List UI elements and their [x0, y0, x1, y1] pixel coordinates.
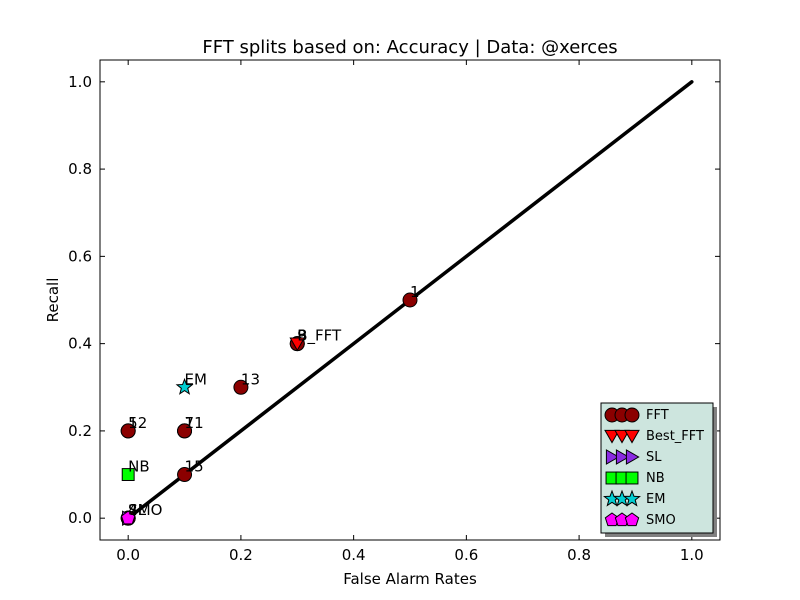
data-label: B_FFT	[297, 327, 342, 346]
x-tick-label: 0.8	[567, 546, 591, 564]
data-label: 1	[410, 283, 420, 301]
y-tick-label: 0.4	[68, 335, 92, 353]
data-point-nb	[121, 468, 135, 481]
legend-marker-best-fft	[624, 429, 640, 444]
y-tick-label: 0.0	[68, 509, 92, 527]
data-point-em	[175, 377, 194, 395]
x-axis-label: False Alarm Rates	[343, 570, 477, 588]
y-tick-label: 0.2	[68, 422, 92, 440]
legend-marker-sl	[605, 449, 620, 465]
legend-marker-sl	[625, 449, 640, 465]
legend-label: EM	[646, 492, 665, 507]
legend-label: SL	[646, 450, 662, 465]
chart-title: FFT splits based on: Accuracy | Data: @x…	[202, 37, 617, 58]
x-tick-label: 0.4	[342, 546, 366, 564]
legend-label: NB	[646, 471, 665, 486]
data-label: 13	[241, 370, 260, 388]
data-label: EM	[185, 370, 207, 388]
data-point-fft	[120, 423, 136, 439]
data-label: 4	[128, 501, 138, 519]
data-point-smo	[120, 510, 136, 525]
axes-frame	[99, 59, 721, 541]
x-tick-label: 0.0	[116, 546, 140, 564]
y-axis-label: Recall	[44, 278, 62, 323]
x-tick-label: 1.0	[680, 546, 704, 564]
y-tick-label: 0.8	[68, 160, 92, 178]
data-point-best-fft	[289, 337, 306, 352]
legend-marker-smo	[624, 512, 640, 527]
legend-box	[600, 402, 714, 534]
legend-label: Best_FFT	[646, 429, 704, 444]
legend-marker-best-fft	[604, 429, 620, 444]
data-label: 15	[185, 458, 204, 476]
data-label: 7	[185, 414, 195, 432]
x-tick-label: 0.2	[229, 546, 253, 564]
data-label: 2	[128, 501, 138, 519]
legend-marker-em	[623, 489, 641, 507]
legend: FFT Best_FFT SL NB EM SMO	[600, 402, 717, 537]
data-point-fft	[233, 379, 249, 395]
data-point-fft	[177, 423, 193, 439]
x-tick-label: 0.6	[454, 546, 478, 564]
data-label: 3	[297, 327, 307, 345]
data-point-fft	[402, 292, 418, 308]
legend-label: SMO	[646, 513, 676, 528]
legend-marker-fft	[624, 407, 640, 423]
plot-area: 0.0 0.2 0.4 0.6 0.8 1.00.00.20.40.60.81.01391…	[68, 59, 721, 564]
legend-marker-nb	[625, 471, 639, 485]
data-label: NB	[128, 458, 150, 476]
data-label: 12	[128, 414, 147, 432]
y-tick-label: 1.0	[68, 73, 92, 91]
data-point-fft	[177, 467, 193, 483]
data-label: SMO	[128, 501, 162, 519]
data-label: 5	[128, 414, 138, 432]
legend-marker-best-fft	[614, 429, 630, 444]
y-tick-label: 0.6	[68, 247, 92, 265]
legend-label: FFT	[646, 408, 669, 423]
legend-marker-sl	[615, 449, 630, 465]
data-label: 9	[297, 327, 307, 345]
data-label: 11	[185, 414, 204, 432]
